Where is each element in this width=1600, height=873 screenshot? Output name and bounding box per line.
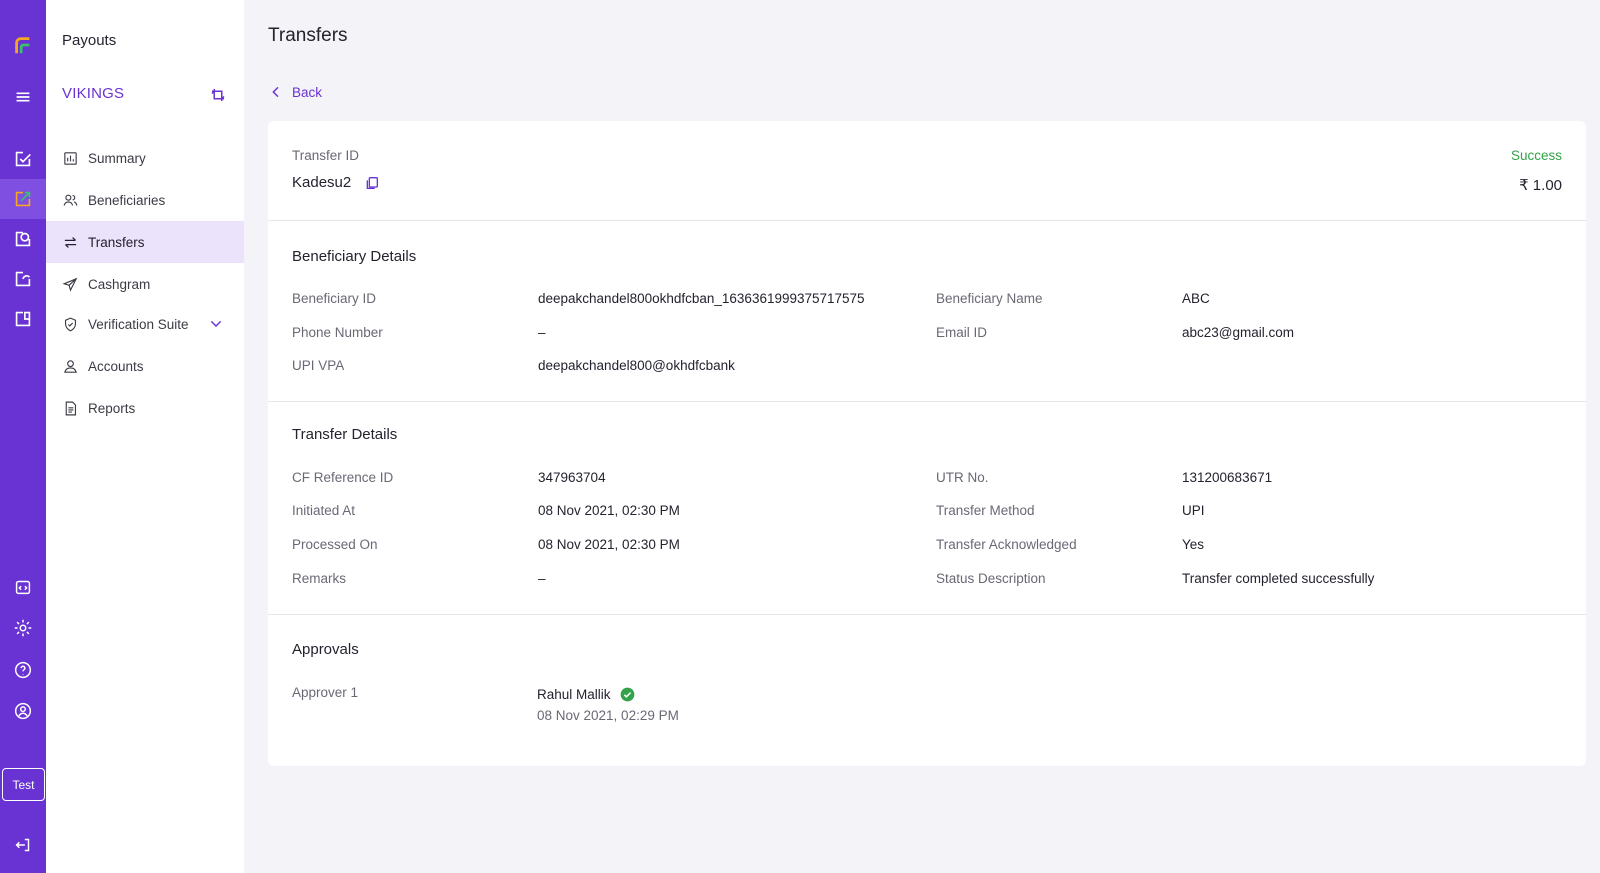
document-icon: [65, 401, 77, 415]
utr-no-value: 131200683671: [1182, 470, 1273, 485]
sidebar-item-label: Summary: [88, 150, 146, 166]
switch-merchant-icon[interactable]: [209, 86, 227, 104]
bar-chart-icon: [64, 151, 77, 165]
auto-collect-icon[interactable]: [0, 259, 46, 299]
sidebar-item-label: Cashgram: [88, 276, 151, 292]
field-label: Beneficiary Name: [936, 291, 1043, 306]
field-label: Transfer Method: [936, 503, 1035, 518]
test-mode-badge[interactable]: Test: [2, 768, 45, 801]
field-label: Remarks: [292, 571, 347, 586]
shield-check-icon: [64, 317, 77, 332]
sidebar-item-verification-suite[interactable]: Verification Suite: [46, 303, 244, 345]
approval-time: 08 Nov 2021, 02:29 PM: [537, 708, 679, 723]
menu-icon[interactable]: [0, 77, 46, 117]
section-heading: Transfer Details: [292, 426, 398, 443]
users-icon: [63, 194, 78, 206]
logo-icon[interactable]: [0, 25, 46, 65]
sidebar-item-accounts[interactable]: Accounts: [46, 345, 244, 387]
status-description-value: Transfer completed successfully: [1182, 571, 1375, 586]
upi-vpa-value: deepakchandel800@okhdfcbank: [538, 358, 735, 373]
email-id-value: abc23@gmail.com: [1182, 325, 1295, 340]
settings-icon[interactable]: [0, 608, 46, 648]
section-heading: Approvals: [292, 641, 359, 658]
field-label: Transfer Acknowledged: [936, 537, 1077, 552]
sidebar-item-reports[interactable]: Reports: [46, 387, 244, 429]
sidebar-item-summary[interactable]: Summary: [46, 137, 244, 179]
transfer-details-section: Transfer Details CF Reference ID 3479637…: [268, 402, 1586, 615]
transfer-detail-card: Transfer ID Kadesu2 Success ₹ 1.00 Benef…: [268, 121, 1586, 766]
sidebar-nav: Payouts VIKINGS Summary Beneficiaries Tr…: [46, 0, 244, 873]
developers-icon[interactable]: [0, 567, 46, 607]
profile-icon[interactable]: [0, 691, 46, 731]
user-icon: [64, 359, 77, 373]
field-label: Email ID: [936, 325, 988, 340]
send-icon: [62, 277, 78, 292]
remarks-value: –: [538, 571, 546, 586]
field-label: UTR No.: [936, 470, 989, 485]
beneficiary-details-section: Beneficiary Details Beneficiary ID deepa…: [268, 221, 1586, 402]
transfer-id-label: Transfer ID: [292, 148, 360, 163]
field-label: Phone Number: [292, 325, 383, 340]
transfer-acknowledged-value: Yes: [1182, 537, 1205, 552]
field-label: CF Reference ID: [292, 470, 394, 485]
vendor-payments-icon[interactable]: [0, 299, 46, 339]
sidebar-item-transfers[interactable]: Transfers: [46, 221, 244, 263]
copy-icon[interactable]: [364, 175, 380, 191]
transfer-method-value: UPI: [1182, 503, 1205, 518]
back-label: Back: [292, 84, 323, 100]
field-label: UPI VPA: [292, 358, 345, 373]
payouts-icon[interactable]: [0, 179, 46, 219]
logout-icon[interactable]: [0, 825, 46, 865]
page-title: Transfers: [268, 25, 348, 46]
sidebar-item-label: Verification Suite: [88, 316, 189, 332]
sidebar-item-label: Transfers: [88, 234, 145, 250]
approver-name: Rahul Mallik: [537, 687, 611, 702]
transfer-id-value: Kadesu2: [292, 174, 352, 191]
beneficiary-id-value: deepakchandel800okhdfcban_16363619993757…: [538, 291, 865, 306]
status-badge: Success: [1510, 148, 1562, 163]
product-title: Payouts: [62, 32, 117, 49]
sidebar-item-label: Reports: [88, 400, 136, 416]
merchant-name[interactable]: VIKINGS: [62, 85, 125, 102]
back-button[interactable]: Back: [268, 84, 322, 100]
approver-label: Approver 1: [292, 685, 359, 700]
subscriptions-icon[interactable]: [0, 219, 46, 259]
processed-on-value: 08 Nov 2021, 02:30 PM: [538, 537, 680, 552]
field-label: Status Description: [936, 571, 1046, 586]
chevron-left-icon: [272, 86, 279, 98]
transfer-amount: ₹ 1.00: [1519, 177, 1562, 194]
section-heading: Beneficiary Details: [292, 248, 417, 265]
payment-gateway-icon[interactable]: [0, 139, 46, 179]
field-label: Processed On: [292, 537, 378, 552]
sidebar-item-cashgram[interactable]: Cashgram: [46, 263, 244, 305]
sidebar-item-beneficiaries[interactable]: Beneficiaries: [46, 179, 244, 221]
sidebar-item-label: Accounts: [88, 358, 144, 374]
cf-reference-id-value: 347963704: [538, 470, 606, 485]
transfer-arrows-icon: [64, 236, 77, 248]
phone-number-value: –: [538, 325, 546, 340]
check-circle-icon: [620, 687, 635, 702]
initiated-at-value: 08 Nov 2021, 02:30 PM: [538, 503, 680, 518]
field-label: Initiated At: [292, 503, 356, 518]
icon-rail: Test: [0, 0, 46, 873]
transfer-header: Transfer ID Kadesu2 Success ₹ 1.00: [268, 121, 1586, 221]
sidebar-item-label: Beneficiaries: [88, 192, 166, 208]
chevron-down-icon[interactable]: [208, 316, 224, 332]
field-label: Beneficiary ID: [292, 291, 377, 306]
help-icon[interactable]: [0, 650, 46, 690]
beneficiary-name-value: ABC: [1182, 291, 1210, 306]
